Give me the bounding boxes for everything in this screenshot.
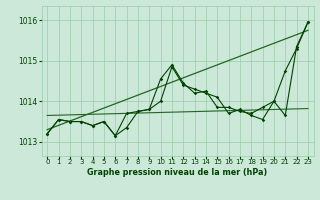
X-axis label: Graphe pression niveau de la mer (hPa): Graphe pression niveau de la mer (hPa) (87, 168, 268, 177)
